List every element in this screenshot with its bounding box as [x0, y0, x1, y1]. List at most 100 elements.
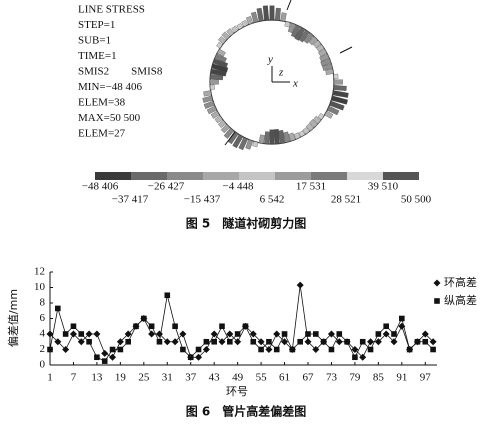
stress-ring [202, 0, 353, 151]
diamond-marker [359, 353, 367, 361]
colorbar-segment [347, 172, 383, 180]
diamond-marker [351, 346, 359, 353]
square-marker [141, 315, 147, 322]
diamond-marker [374, 338, 382, 346]
square-marker [336, 331, 343, 337]
ring-bar [269, 5, 275, 21]
y-tick-label: 4 [40, 328, 46, 340]
diamond-marker [124, 330, 132, 338]
ring-bar [258, 134, 266, 144]
x-tick-label: 1 [47, 372, 53, 384]
ring-bar [256, 7, 264, 22]
y-tick-label: 0 [40, 359, 46, 371]
axis-letter: y [267, 54, 273, 66]
diamond-marker [77, 338, 85, 346]
square-marker [55, 305, 61, 312]
ring-bar [274, 7, 281, 21]
y-tick-label: 8 [40, 297, 46, 309]
colorbar-label: 28 521 [331, 194, 361, 206]
square-marker [367, 346, 374, 353]
diamond-marker [210, 330, 218, 338]
x-tick-label: 85 [373, 372, 385, 384]
legend-label: 纵高差 [444, 293, 477, 307]
series-line [49, 285, 434, 358]
colorbar-segment [239, 172, 275, 180]
ring-bar [214, 53, 227, 63]
ring-bar [280, 12, 287, 22]
diamond-marker [202, 346, 210, 353]
diamond-marker [116, 338, 124, 346]
square-marker [187, 354, 194, 361]
ring-bar [217, 119, 227, 128]
diamond-marker [85, 330, 93, 338]
square-marker [328, 346, 335, 353]
ring-bar [333, 84, 347, 91]
square-marker [101, 358, 108, 364]
ring-bar [333, 73, 339, 80]
square-marker [375, 331, 382, 337]
colorbar-label: 50 500 [401, 194, 432, 206]
colorbar-label: 39 510 [368, 181, 399, 193]
ring-bar [325, 68, 334, 75]
ring-bar [327, 105, 340, 116]
colorbar-segment [167, 172, 203, 180]
info-line: SUB=1 [78, 35, 111, 47]
diamond-marker [257, 338, 265, 346]
ring-bar [288, 132, 296, 142]
ring-bar [220, 124, 230, 134]
colorbar-segment [203, 172, 239, 180]
square-marker [195, 346, 202, 353]
square-marker [305, 331, 311, 337]
info-line: MIN=−48 406 [78, 81, 143, 93]
ring-bar [298, 130, 306, 138]
diamond-marker [296, 281, 304, 289]
x-tick-label: 25 [138, 372, 150, 384]
ring-bar [302, 127, 310, 135]
ring-bar [214, 115, 223, 124]
diamond-marker [367, 338, 375, 346]
axis-letter: x [292, 78, 298, 90]
square-marker [156, 338, 163, 345]
diamond-marker [101, 349, 109, 357]
ring-bar [223, 127, 235, 139]
ring-bar [262, 5, 270, 21]
ring-bar [232, 134, 244, 149]
diamond-marker [327, 330, 335, 338]
ring-bar [269, 129, 275, 145]
x-tick-label: 55 [256, 372, 268, 384]
square-marker [289, 346, 296, 353]
ring-bar [287, 22, 296, 34]
ring-bar [278, 129, 286, 144]
colorbar-label: 17 531 [296, 181, 326, 193]
ring-bar [206, 105, 217, 115]
diamond-marker [249, 330, 257, 338]
diamond-marker [234, 338, 242, 346]
ring-bar [238, 137, 249, 151]
ring-bar [245, 139, 254, 150]
x-tick-label: 67 [303, 372, 315, 384]
ring-bar [293, 132, 301, 140]
colorbar-label: −26 427 [148, 181, 185, 193]
colorbar-segment [383, 172, 419, 180]
ring-bar [303, 32, 314, 44]
x-tick-label: 43 [209, 372, 221, 384]
ring-bar [231, 25, 239, 33]
square-marker [344, 338, 350, 345]
ring-bar [305, 123, 314, 132]
x-tick-label: 79 [349, 372, 361, 384]
square-marker [227, 338, 233, 345]
ring-bar [236, 23, 244, 30]
ring-bar [250, 11, 259, 23]
axis-letter: z [278, 67, 284, 79]
square-marker [281, 331, 288, 337]
ring-bar [290, 24, 301, 38]
diamond-marker [54, 338, 62, 346]
ring-bar [318, 48, 328, 57]
ring-bar [331, 95, 348, 105]
ring-bar [322, 63, 333, 71]
legend-label: 环高差 [444, 275, 477, 289]
ring-bar [246, 16, 254, 25]
ring-bar [284, 21, 291, 28]
square-marker [258, 346, 264, 353]
